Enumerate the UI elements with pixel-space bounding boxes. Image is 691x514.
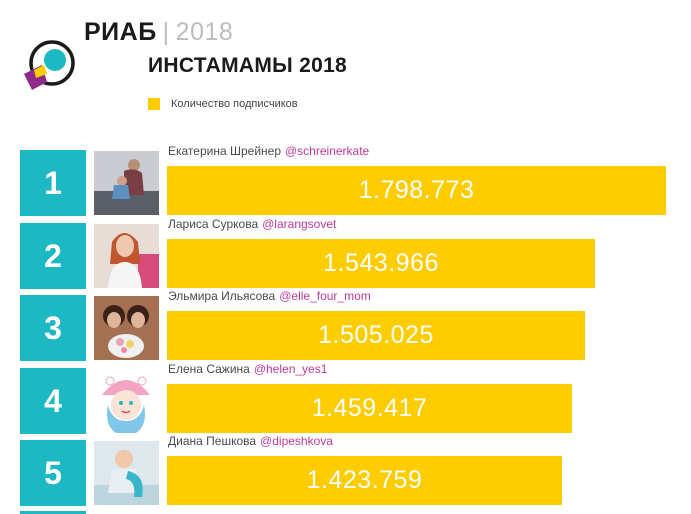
- rank-badge: 3: [20, 295, 86, 361]
- blogger-name: Эльмира Ильясова: [168, 289, 276, 303]
- bar-label: Диана Пешкова @dipeshkova: [168, 434, 333, 448]
- blogger-name: Диана Пешкова: [168, 434, 257, 448]
- rank-badge: 1: [20, 150, 86, 216]
- next-rank-strip: [20, 511, 86, 514]
- profile-photo: [94, 224, 159, 288]
- legend-label: Количество подписчиков: [171, 98, 298, 110]
- brand-header: РИАБ | 2018: [84, 18, 233, 47]
- rank-badge: 5: [20, 440, 86, 506]
- subscriber-bar: 1.423.759: [167, 456, 562, 505]
- rank-badge: 2: [20, 223, 86, 289]
- bar-label: Эльмира Ильясова @elle_four_mom: [168, 289, 371, 303]
- profile-photo: [94, 369, 159, 433]
- brand-separator: |: [162, 18, 170, 46]
- subscriber-count: 1.423.759: [306, 466, 423, 494]
- subscriber-count: 1.543.966: [323, 249, 439, 277]
- subscriber-count: 1.798.773: [358, 176, 475, 204]
- profile-photo: [94, 441, 159, 505]
- subscriber-count: 1.505.025: [318, 321, 434, 349]
- ranking-row: 5 Диана Пешкова @dipeshkova 1.423.759: [0, 434, 691, 506]
- subscriber-bar: 1.459.417: [167, 384, 572, 433]
- ranking-row: 3 Эльмира Ильясова @elle_four_mom 1.505.025: [0, 289, 691, 361]
- ranking-row: 4 Елена Сажина @helen_yes1 1.459.417: [0, 362, 691, 434]
- instagram-handle: @larangsovet: [262, 217, 337, 231]
- subscriber-count: 1.459.417: [311, 394, 428, 422]
- chart-title: ИНСТАМАМЫ 2018: [148, 54, 348, 77]
- brand-name: РИАБ: [84, 18, 157, 46]
- instagram-handle: @helen_yes1: [253, 362, 328, 376]
- profile-photo: [94, 296, 159, 360]
- profile-photo: [94, 151, 159, 215]
- subscriber-bar: 1.505.025: [167, 311, 585, 360]
- rank-badge: 4: [20, 368, 86, 434]
- instagram-handle: @elle_four_mom: [279, 289, 371, 303]
- riab-logo: [24, 40, 75, 90]
- blogger-name: Лариса Суркова: [168, 217, 259, 231]
- subscriber-bar: 1.798.773: [167, 166, 666, 215]
- bar-label: Елена Сажина @helen_yes1: [168, 362, 327, 376]
- ranking-row: 2 Лариса Суркова @larangsovet 1.543.966: [0, 217, 691, 289]
- chart-legend: Количество подписчиков: [148, 98, 298, 110]
- instagram-handle: @schreinerkate: [285, 144, 370, 158]
- blogger-name: Екатерина Шрейнер: [168, 144, 281, 158]
- subscriber-bar: 1.543.966: [167, 239, 595, 288]
- legend-swatch: [148, 98, 160, 110]
- instagram-handle: @dipeshkova: [260, 434, 333, 448]
- brand-year: 2018: [175, 18, 234, 46]
- bar-label: Лариса Суркова @larangsovet: [168, 217, 336, 231]
- bar-label: Екатерина Шрейнер @schreinerkate: [168, 144, 369, 158]
- blogger-name: Елена Сажина: [168, 362, 250, 376]
- ranking-row: 1 Екатерина Шрейнер @schreinerkate 1.798.77…: [0, 144, 691, 216]
